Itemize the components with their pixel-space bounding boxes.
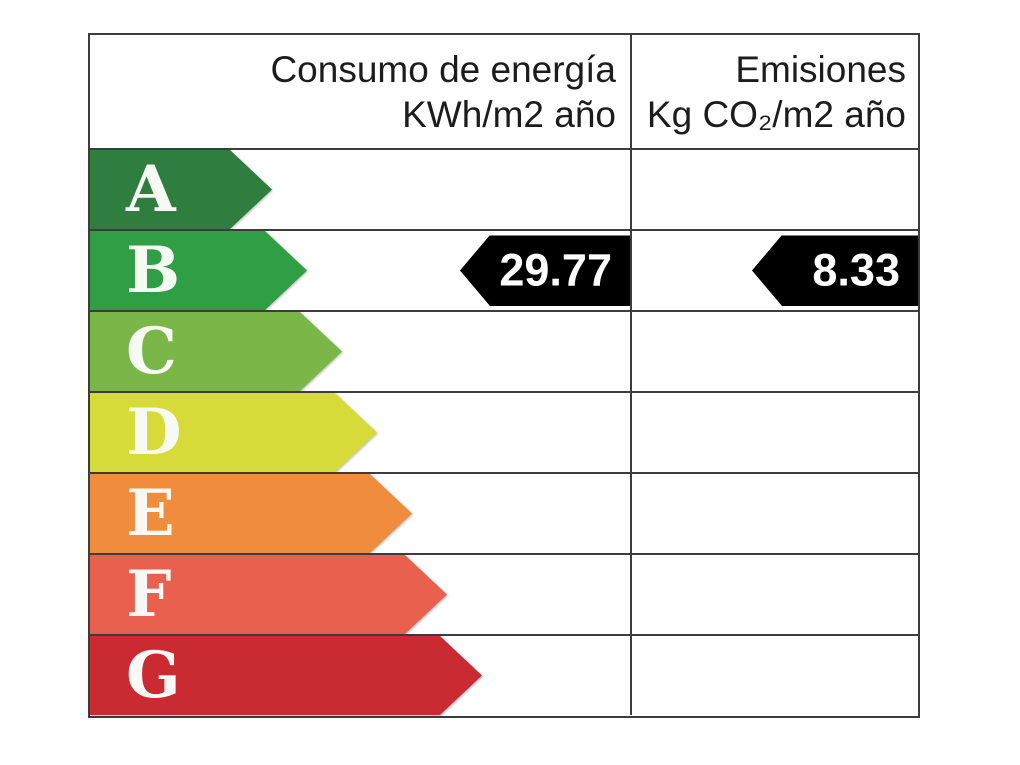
rating-row-a: A <box>90 148 918 229</box>
rating-letter-b: B <box>126 232 181 308</box>
energy-efficiency-certificate: Consumo de energía KWh/m2 año Emisiones … <box>88 33 920 718</box>
rating-letter-f: F <box>126 556 172 632</box>
rating-letter-e: E <box>126 475 175 551</box>
rating-row-e: E <box>90 472 918 553</box>
rating-bar-e: E <box>90 474 412 553</box>
emissions-cell-b: 8.33 <box>630 231 918 310</box>
emissions-cell-d <box>630 393 918 472</box>
rating-letter-c: C <box>126 313 177 389</box>
rating-row-f: F <box>90 553 918 634</box>
header-row: Consumo de energía KWh/m2 año Emisiones … <box>90 35 918 148</box>
consumption-value: 29.77 <box>499 244 612 296</box>
consumption-column-header: Consumo de energía KWh/m2 año <box>90 35 630 148</box>
consumption-header-line1: Consumo de energía <box>270 49 616 90</box>
rating-bar-g: G <box>90 636 482 715</box>
emissions-cell-g <box>630 636 918 715</box>
emissions-column-header: Emisiones Kg CO₂/m2 año <box>630 35 918 148</box>
rating-bar-d: D <box>90 393 377 472</box>
rating-letter-g: G <box>126 637 181 713</box>
emissions-cell-e <box>630 474 918 553</box>
rating-letter-d: D <box>126 394 182 470</box>
rating-bar-b: B <box>90 231 307 310</box>
consumption-value-marker: 29.77 <box>460 235 630 306</box>
consumption-header-line2: KWh/m2 año <box>402 94 616 135</box>
emissions-cell-c <box>630 312 918 391</box>
rating-bar-c: C <box>90 312 342 391</box>
rating-row-g: G <box>90 634 918 715</box>
rating-bar-f: F <box>90 555 447 634</box>
emissions-cell-a <box>630 150 918 229</box>
emissions-cell-f <box>630 555 918 634</box>
emissions-header-line1: Emisiones <box>735 49 906 90</box>
rating-row-c: C <box>90 310 918 391</box>
rating-row-d: D <box>90 391 918 472</box>
rating-letter-a: A <box>126 151 176 227</box>
rating-bar-a: A <box>90 150 272 229</box>
emissions-value: 8.33 <box>812 244 900 296</box>
rating-row-b: B 29.77 8.33 <box>90 229 918 310</box>
emissions-value-marker: 8.33 <box>752 235 918 306</box>
emissions-header-line2: Kg CO₂/m2 año <box>646 94 906 135</box>
